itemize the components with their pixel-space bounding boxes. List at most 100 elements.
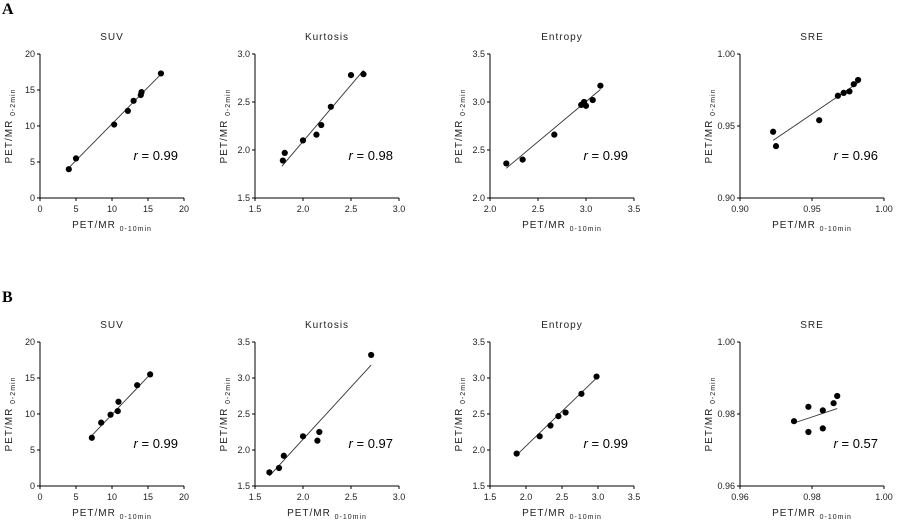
x-axis-label: PET/MR 0-10min bbox=[772, 508, 852, 521]
x-tick-label: 0.90 bbox=[731, 204, 749, 214]
plot-title: Entropy bbox=[541, 320, 582, 331]
r-value: = 0.96 bbox=[841, 148, 878, 163]
y-axis-label: PET/MR 0-2min bbox=[4, 89, 17, 164]
data-point bbox=[816, 117, 823, 124]
data-point bbox=[805, 403, 812, 410]
plot-a-suv: SUV 0 5 10 15 20 0 5 10 15 20 PET/MR 0-2min PET/MR 0… bbox=[4, 32, 189, 233]
r-value: = 0.99 bbox=[591, 436, 628, 451]
data-point bbox=[578, 390, 585, 397]
data-point bbox=[819, 425, 826, 432]
plot-a-entropy: Entropy 2.0 2.5 3.0 3.5 2.0 2.5 3.0 3.5 PET/MR 0-… bbox=[454, 32, 640, 233]
x-axis-label: PET/MR 0-10min bbox=[72, 508, 152, 521]
r-value: = 0.97 bbox=[356, 436, 393, 451]
y-tick-label: 2.0 bbox=[472, 445, 485, 455]
r-value: = 0.98 bbox=[356, 148, 393, 163]
data-point bbox=[281, 149, 288, 156]
r-annotation: r = 0.99 bbox=[134, 436, 178, 451]
data-point bbox=[130, 97, 137, 104]
data-point bbox=[347, 72, 355, 79]
x-tick-label: 10 bbox=[107, 492, 117, 502]
data-point bbox=[115, 398, 122, 405]
r-symbol: r bbox=[584, 436, 592, 451]
data-point bbox=[157, 70, 165, 77]
x-tick-label: 10 bbox=[107, 204, 117, 214]
y-tick-label: 3.0 bbox=[472, 97, 485, 107]
data-point bbox=[555, 413, 562, 420]
plot-b-kurtosis: Kurtosis 1.5 2.0 2.5 3.0 3.5 1.5 2.0 2.5 3.0 PET/M… bbox=[219, 320, 405, 521]
y-tick-label: 20 bbox=[25, 49, 35, 59]
y-tick-label: 10 bbox=[25, 121, 35, 131]
y-tick-label: 5 bbox=[30, 445, 35, 455]
data-point bbox=[834, 392, 841, 400]
data-point bbox=[593, 373, 600, 380]
x-tick-label: 2.0 bbox=[297, 204, 310, 214]
y-tick-label: 2.0 bbox=[237, 445, 250, 455]
x-tick-label: 3.5 bbox=[628, 204, 641, 214]
x-tick-label: 0 bbox=[37, 204, 42, 214]
plot-title: Kurtosis bbox=[305, 32, 349, 43]
x-axis-label: PET/MR 0-10min bbox=[522, 220, 602, 233]
y-tick-label: 1.00 bbox=[717, 49, 735, 59]
plot-title: Kurtosis bbox=[305, 320, 349, 331]
x-axis-label: PET/MR 0-10min bbox=[522, 508, 602, 521]
x-tick-label: 3.5 bbox=[628, 492, 641, 502]
data-point bbox=[65, 166, 72, 173]
data-point bbox=[280, 452, 287, 459]
y-tick-label: 20 bbox=[25, 337, 35, 347]
y-axis-label: PET/MR 0-2min bbox=[704, 377, 717, 452]
y-tick-label: 0 bbox=[30, 193, 35, 203]
plot-a-sre: SRE 0.90 0.95 1.00 0.90 0.95 1.00 PET/MR 0-2min… bbox=[704, 32, 893, 233]
x-tick-label: 1.00 bbox=[875, 492, 893, 502]
y-tick-label: 1.5 bbox=[472, 481, 485, 491]
data-point bbox=[98, 419, 105, 426]
plot-title: SUV bbox=[100, 32, 124, 43]
data-point bbox=[275, 464, 283, 472]
data-point bbox=[854, 76, 862, 84]
x-tick-label: 2.5 bbox=[532, 204, 545, 214]
regression-line bbox=[793, 408, 838, 424]
y-axis-label: PET/MR 0-2min bbox=[704, 89, 717, 164]
y-tick-label: 2.0 bbox=[472, 193, 485, 203]
data-point bbox=[582, 102, 590, 109]
regression-line bbox=[68, 73, 162, 169]
r-symbol: r bbox=[134, 148, 142, 163]
y-axis-label: PET/MR 0-2min bbox=[219, 377, 232, 452]
x-tick-label: 2.5 bbox=[556, 492, 569, 502]
x-tick-label: 0.95 bbox=[803, 204, 821, 214]
x-tick-label: 3.0 bbox=[580, 204, 593, 214]
plot-b-sre: SRE 0.96 0.98 1.00 0.96 0.98 1.00 PET/MR 0-2min… bbox=[704, 320, 893, 521]
y-tick-label: 2.5 bbox=[472, 145, 485, 155]
r-symbol: r bbox=[349, 436, 357, 451]
x-tick-label: 1.00 bbox=[875, 204, 893, 214]
x-tick-label: 15 bbox=[143, 492, 153, 502]
plot-title: SRE bbox=[800, 320, 824, 331]
x-tick-label: 5 bbox=[73, 492, 78, 502]
y-tick-label: 0.96 bbox=[717, 481, 735, 491]
data-point bbox=[790, 418, 798, 425]
data-point bbox=[279, 157, 286, 164]
r-annotation: r = 0.99 bbox=[584, 148, 628, 163]
x-tick-label: 0.96 bbox=[731, 492, 749, 502]
r-annotation: r = 0.98 bbox=[349, 148, 393, 163]
panel-label-b: B bbox=[2, 289, 13, 306]
data-point bbox=[551, 131, 558, 138]
plot-a-kurtosis: Kurtosis 1.5 2.0 2.5 3.0 1.5 2.0 2.5 3.0 PET/MR 0… bbox=[219, 32, 405, 214]
y-tick-label: 0.95 bbox=[717, 121, 735, 131]
x-tick-label: 3.0 bbox=[393, 204, 406, 214]
plot-b-entropy: Entropy 1.5 2.0 2.5 3.0 3.5 1.5 2.0 2.5 3.0 3.5 PET… bbox=[454, 320, 640, 521]
y-tick-label: 3.5 bbox=[472, 49, 485, 59]
x-tick-label: 20 bbox=[179, 492, 189, 502]
regression-line bbox=[91, 374, 151, 436]
y-axis-label: PET/MR 0-2min bbox=[4, 377, 17, 452]
r-annotation: r = 0.57 bbox=[834, 436, 878, 451]
data-point bbox=[147, 371, 154, 378]
y-tick-label: 0.98 bbox=[717, 409, 735, 419]
x-tick-label: 3.0 bbox=[393, 492, 406, 502]
data-point bbox=[88, 434, 95, 441]
data-point bbox=[819, 407, 826, 414]
y-axis-label: PET/MR 0-2min bbox=[219, 89, 232, 164]
data-point bbox=[134, 382, 141, 389]
x-tick-label: 2.5 bbox=[345, 204, 358, 214]
x-tick-label: 1.5 bbox=[484, 492, 497, 502]
